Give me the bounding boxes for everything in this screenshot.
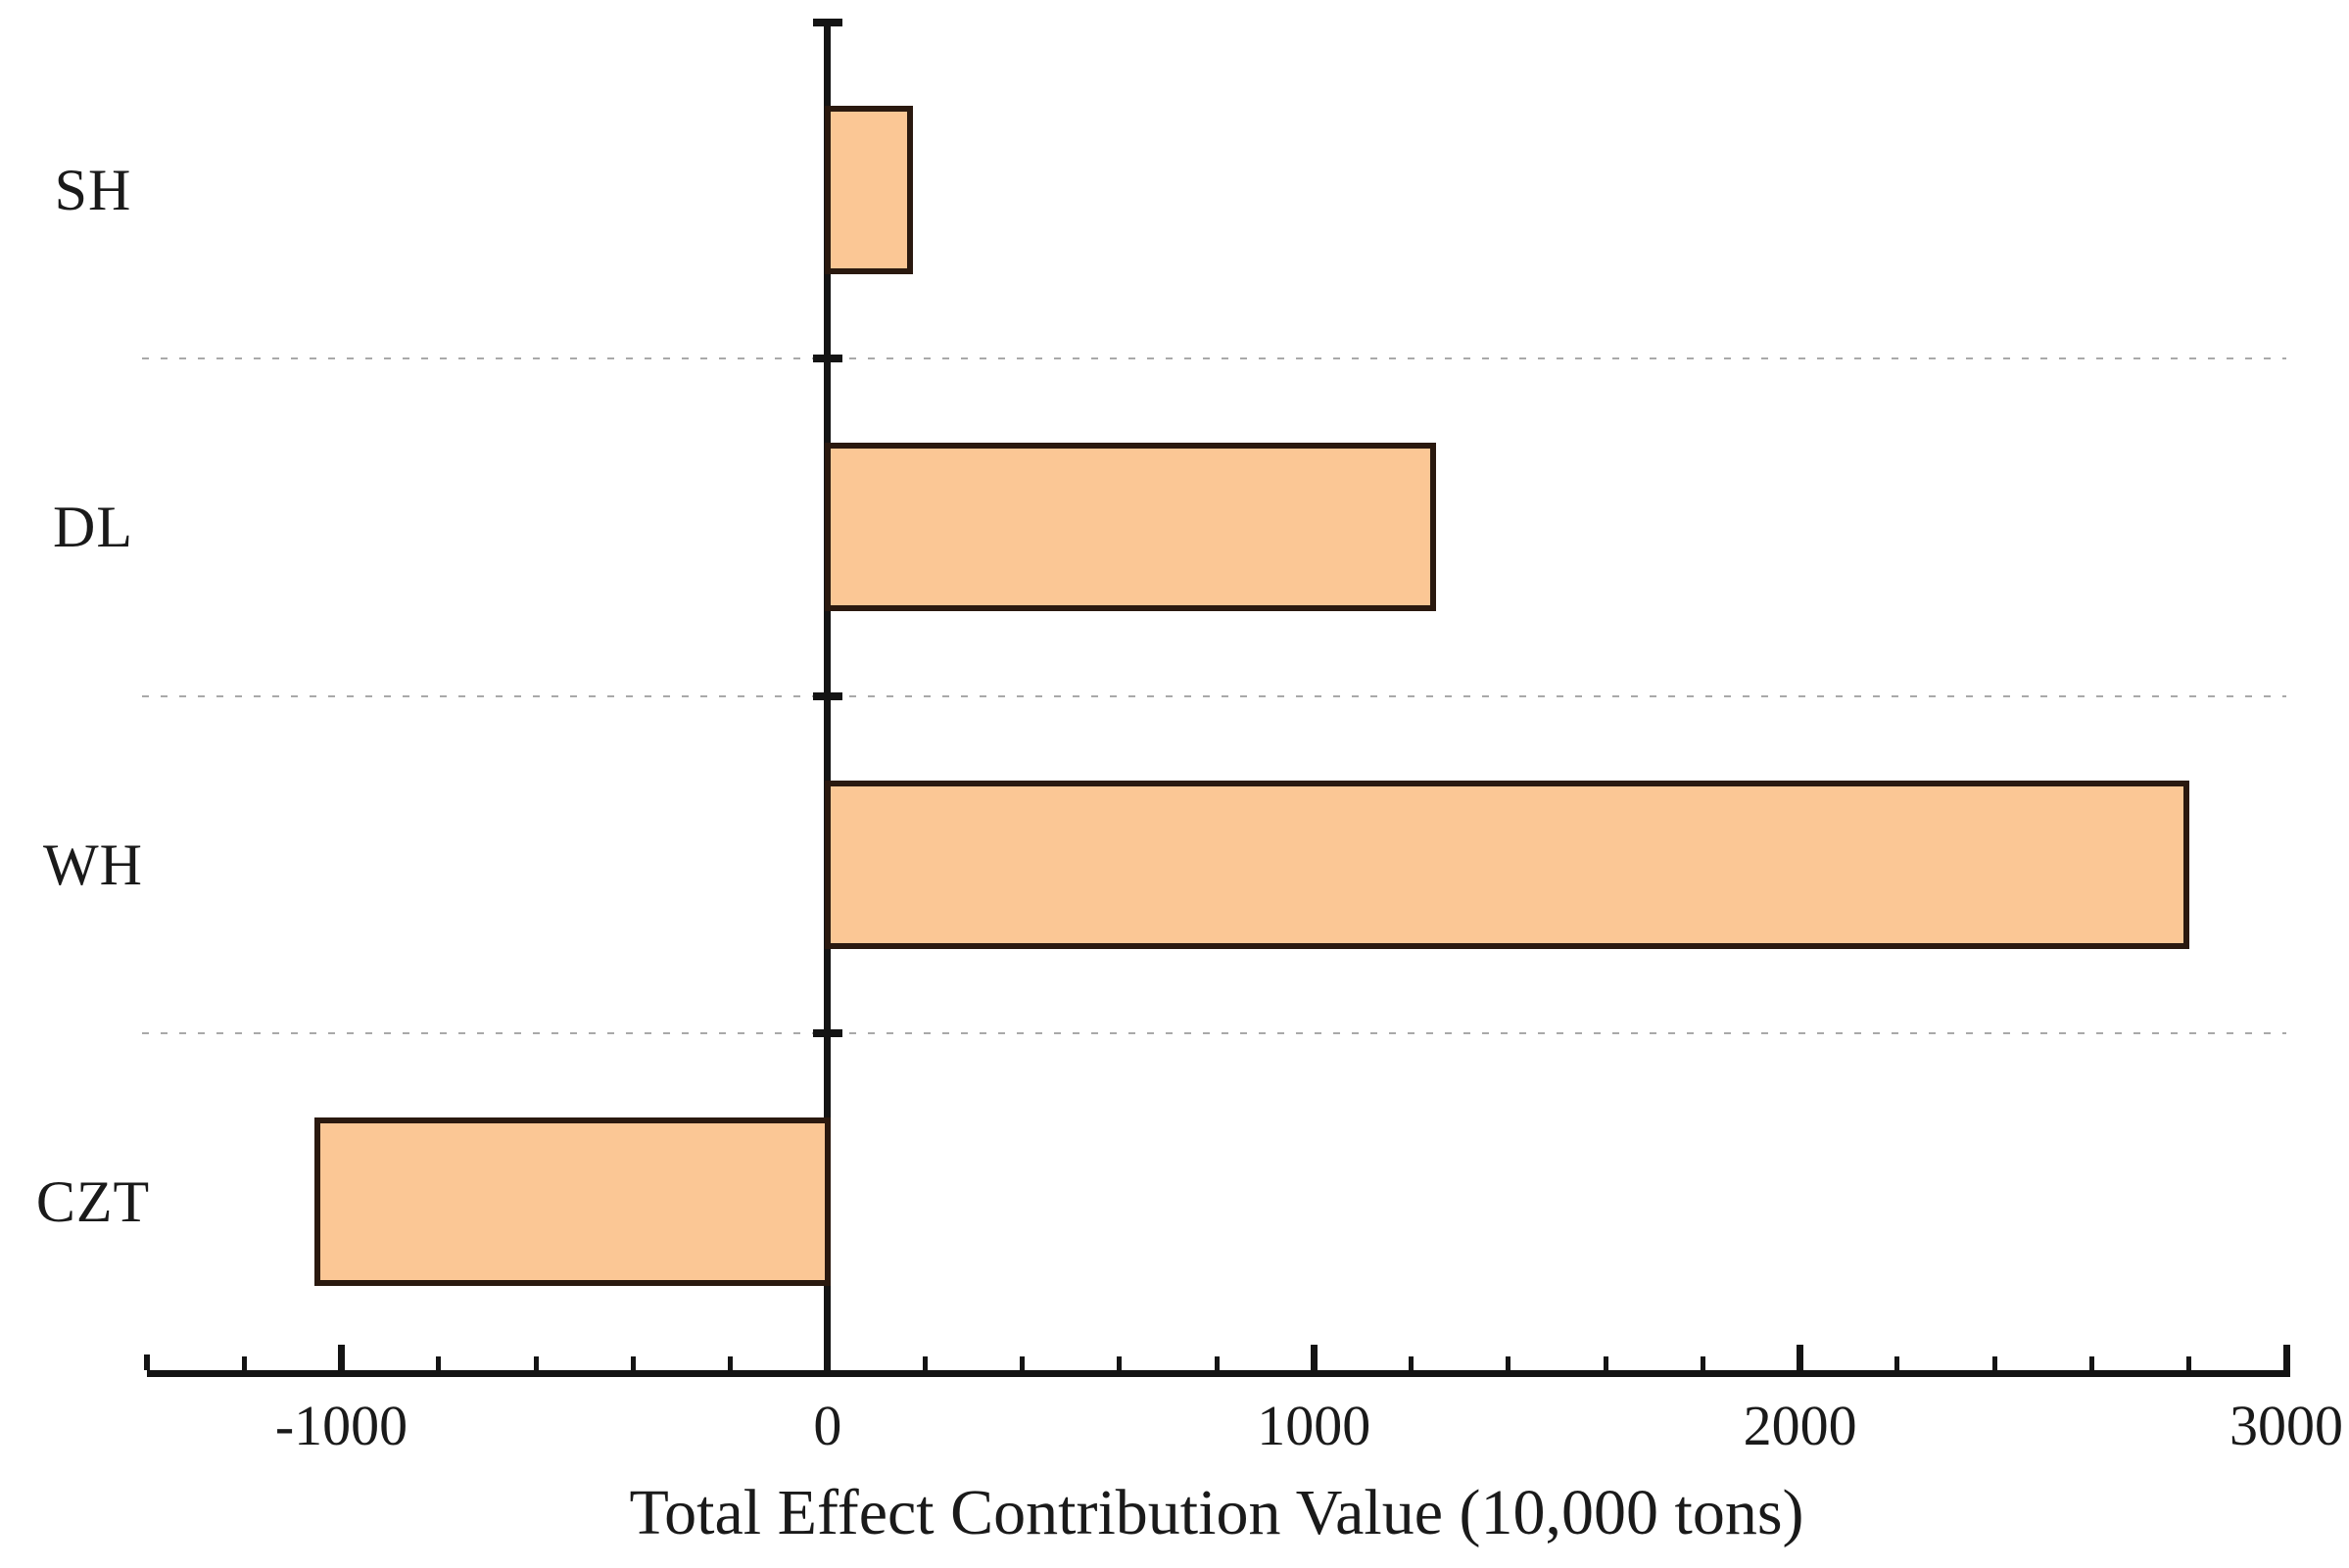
category-label-czt: CZT — [35, 1168, 151, 1234]
x-axis-minor-tick — [533, 1356, 539, 1370]
category-label-dl: DL — [53, 495, 133, 560]
x-axis-minor-tick — [630, 1356, 636, 1370]
x-axis-minor-tick — [241, 1356, 247, 1370]
x-axis-major-tick — [1310, 1345, 1318, 1370]
x-axis-minor-tick — [1603, 1356, 1608, 1370]
category-separator-gridline — [142, 1030, 2286, 1035]
x-axis-minor-tick — [1019, 1356, 1025, 1370]
x-axis-minor-tick — [1506, 1356, 1511, 1370]
x-axis-minor-tick — [1894, 1356, 1900, 1370]
x-axis-major-tick — [1797, 1345, 1804, 1370]
x-axis-minor-tick — [2088, 1356, 2094, 1370]
x-axis-minor-tick — [728, 1356, 734, 1370]
x-axis-minor-tick — [1991, 1356, 1997, 1370]
bar-czt — [313, 1117, 831, 1286]
bar-dl — [824, 443, 1436, 612]
x-axis-minor-tick — [1117, 1356, 1123, 1370]
x-axis-tick-label: 0 — [813, 1394, 842, 1457]
x-axis-minor-tick — [1700, 1356, 1705, 1370]
x-axis-minor-tick — [1409, 1356, 1414, 1370]
x-axis-minor-tick — [922, 1356, 928, 1370]
x-axis-tick-label: 3000 — [2229, 1394, 2343, 1457]
x-axis-end-tick — [144, 1354, 150, 1370]
x-axis-major-tick — [824, 1345, 832, 1370]
category-separator-gridline — [142, 356, 2286, 361]
x-axis-tick-label: 2000 — [1743, 1394, 1857, 1457]
zero-line-tick — [812, 1028, 842, 1037]
category-label-wh: WH — [43, 832, 143, 897]
x-axis-title: Total Effect Contribution Value (10,000 … — [629, 1477, 1804, 1548]
zero-baseline-top-cap — [812, 19, 842, 26]
bar-sh — [824, 106, 914, 275]
category-label-sh: SH — [54, 158, 132, 223]
x-axis-tick-label: -1000 — [274, 1394, 408, 1457]
x-axis-tick-label: 1000 — [1257, 1394, 1371, 1457]
category-separator-gridline — [142, 693, 2286, 698]
x-axis-minor-tick — [1214, 1356, 1220, 1370]
x-axis-minor-tick — [436, 1356, 442, 1370]
zero-line-tick — [812, 691, 842, 700]
x-axis-major-tick — [2282, 1345, 2290, 1370]
zero-line-tick — [812, 355, 842, 363]
x-axis-minor-tick — [2186, 1356, 2192, 1370]
x-axis-major-tick — [338, 1345, 346, 1370]
x-axis-line — [147, 1370, 2290, 1377]
bar-wh — [824, 780, 2190, 949]
